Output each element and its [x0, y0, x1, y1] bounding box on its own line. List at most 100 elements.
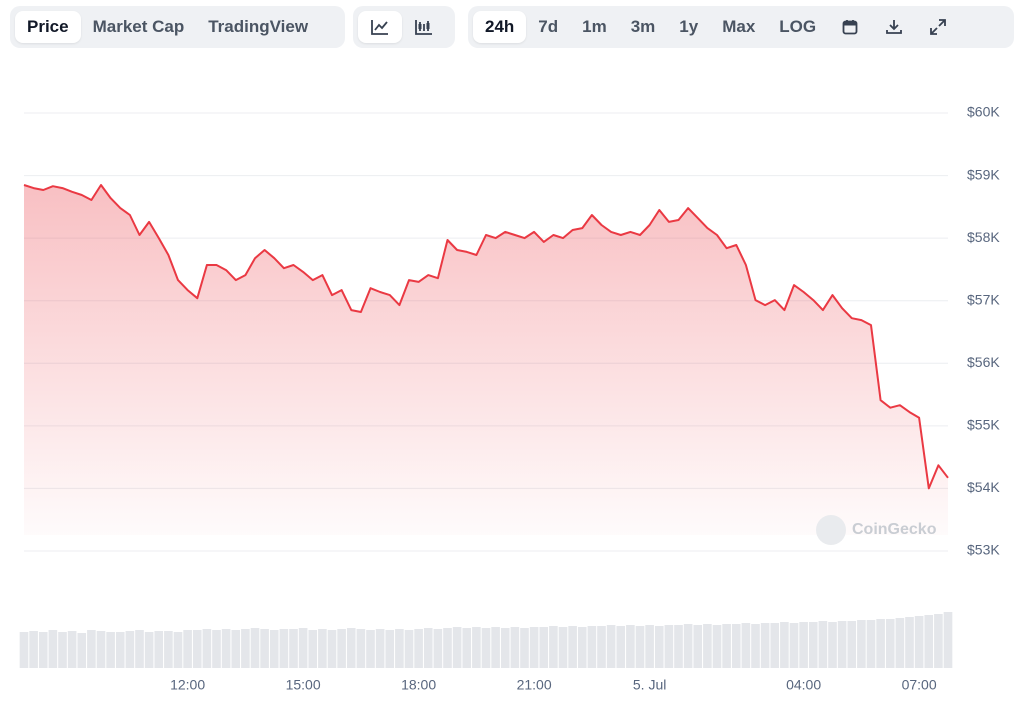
watermark-logo [816, 515, 846, 545]
volume-bar [433, 629, 443, 668]
volume-bar [847, 621, 857, 668]
volume-bar [395, 629, 404, 668]
volume-bar [895, 618, 905, 668]
volume-bar [48, 630, 58, 668]
volume-bar [693, 625, 703, 668]
y-tick-label: $54K [967, 479, 1000, 495]
volume-bar [645, 625, 654, 668]
volume-bar [828, 622, 837, 668]
calendar-button[interactable] [828, 11, 872, 43]
volume-bar [731, 624, 741, 668]
volume-bar [212, 630, 221, 668]
volume-bar [857, 620, 866, 668]
volume-bar [298, 628, 308, 668]
area-fill [24, 185, 948, 535]
volume-bar [703, 624, 712, 668]
volume-bar [654, 626, 664, 668]
volume-bar [414, 629, 423, 668]
range-tab[interactable]: Max [722, 17, 756, 36]
volume-bar [472, 627, 481, 668]
volume-bar [38, 632, 48, 668]
x-tick-label: 04:00 [786, 677, 821, 693]
volume-bar [443, 628, 452, 668]
volume-bar [346, 628, 356, 668]
view-tab[interactable]: TradingView [208, 17, 309, 36]
volume-bar [164, 631, 173, 668]
x-tick-label: 07:00 [902, 677, 937, 693]
download-button[interactable] [872, 11, 916, 43]
view-tab[interactable]: Market Cap [92, 17, 185, 36]
volume-bar [144, 632, 154, 668]
volume-bar [751, 624, 760, 668]
volume-bar [106, 632, 115, 668]
range-tab[interactable]: 24h [473, 11, 527, 43]
x-tick-label: 12:00 [170, 677, 205, 693]
volume-bar [876, 619, 885, 668]
range-tab[interactable]: 7d [538, 17, 559, 36]
volume-bar [202, 629, 212, 668]
volume-bar [125, 631, 135, 668]
volume-bar [29, 631, 38, 668]
y-tick-label: $53K [967, 542, 1000, 558]
volume-bar [500, 628, 510, 668]
range-tab[interactable]: 3m [630, 17, 656, 36]
volume-bar [818, 621, 828, 668]
volume-bar [558, 627, 568, 668]
volume-bar [683, 624, 693, 668]
volume-bar [385, 630, 395, 668]
y-tick-label: $58K [967, 229, 1000, 245]
volume-bar [269, 630, 279, 668]
range-tab[interactable]: 1y [679, 17, 699, 36]
volume-bar [712, 625, 722, 668]
volume-bar [491, 627, 500, 668]
range-tab[interactable]: 1m [582, 17, 607, 36]
volume-bar [231, 630, 241, 668]
volume-bar [241, 629, 250, 668]
volume-bar [356, 629, 366, 668]
volume-bar [780, 622, 789, 668]
volume-bar [510, 627, 520, 668]
volume-bar [366, 630, 375, 668]
volume-bar [452, 627, 462, 668]
volume-bar [606, 625, 616, 668]
candle-chart-button[interactable] [402, 11, 446, 43]
watermark: CoinGecko [852, 521, 937, 538]
volume-bar [741, 623, 751, 668]
volume-bar [67, 631, 77, 668]
volume-bar [587, 626, 597, 668]
chart-style-tabs [353, 6, 455, 48]
view-tab[interactable]: Price [15, 11, 81, 43]
volume-bar [173, 632, 183, 668]
volume-bar [924, 615, 934, 668]
range-tabs: 24h 7d 1m 3m 1y Max LOG [468, 6, 1014, 48]
volume-bar [481, 628, 491, 668]
volume-bar [308, 630, 318, 668]
log-toggle[interactable]: LOG [779, 17, 817, 36]
expand-icon [930, 19, 947, 35]
x-tick-label: 15:00 [286, 677, 321, 693]
price-line [23, 184, 949, 490]
volume-bar [808, 622, 818, 668]
y-tick-label: $55K [967, 417, 1000, 433]
volume-bar [770, 623, 780, 668]
y-tick-label: $56K [967, 354, 1000, 370]
volume-bar [87, 630, 96, 668]
x-tick-label: 18:00 [401, 677, 436, 693]
volume-bar [250, 628, 260, 668]
volume-bar [914, 616, 924, 668]
line-chart-button[interactable] [358, 11, 402, 43]
volume-bar [154, 631, 164, 668]
volume-bar [260, 629, 269, 668]
volume-bar [539, 627, 549, 668]
candle-icon [415, 20, 432, 35]
volume-bar [577, 627, 587, 668]
volume-bar [549, 626, 558, 668]
line-icon [371, 20, 388, 35]
fullscreen-button[interactable] [916, 11, 960, 43]
volume-bar [616, 626, 626, 668]
volume-bar [289, 629, 298, 668]
volume-bar [221, 629, 231, 668]
volume-bar [318, 629, 327, 668]
volume-bar [866, 620, 876, 668]
